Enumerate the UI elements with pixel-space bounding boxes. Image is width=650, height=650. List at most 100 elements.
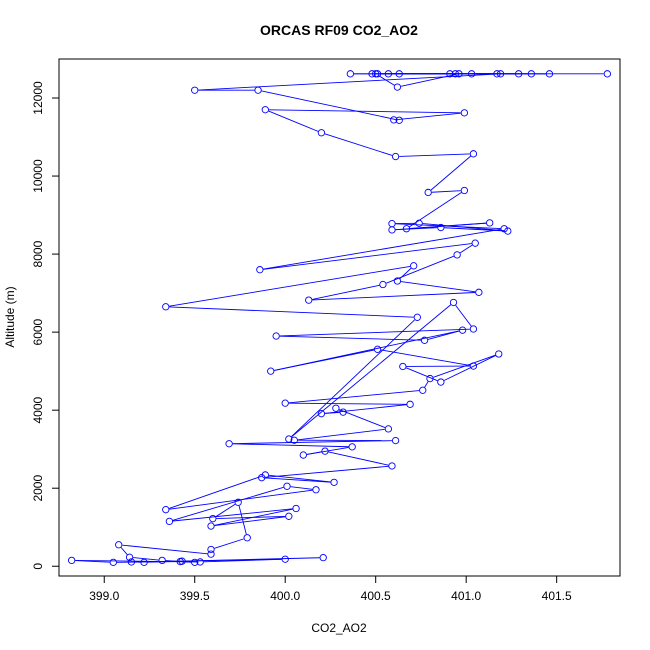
series-line-segment [265, 477, 331, 483]
series-line-segment [268, 110, 319, 132]
data-point [373, 345, 382, 353]
data-point [460, 186, 469, 195]
data-point [420, 336, 429, 344]
series-line-segment [279, 335, 421, 341]
data-point [207, 550, 215, 558]
series-line-segment [232, 443, 349, 448]
data-point [162, 506, 170, 514]
series-lines [75, 73, 604, 563]
data-point [493, 70, 501, 78]
series-line-segment [288, 390, 420, 404]
data-point [504, 227, 512, 235]
series-line-segment [214, 516, 286, 527]
series-line-segment [172, 486, 284, 521]
series-line-segment [328, 451, 389, 466]
data-point [261, 106, 269, 114]
series-line-segment [169, 306, 414, 318]
data-point [254, 86, 262, 94]
chart-title: ORCAS RF09 CO2_AO2 [260, 22, 418, 38]
series-line-segment [312, 292, 476, 301]
series-line-segment [455, 305, 472, 327]
data-point [299, 451, 307, 459]
data-point [391, 152, 400, 161]
series-line-segment [306, 451, 322, 455]
data-point [317, 410, 326, 418]
data-point [225, 440, 233, 448]
series-line-segment [288, 402, 407, 405]
data-point [471, 239, 479, 247]
data-point [384, 425, 393, 433]
series-points [68, 70, 611, 566]
data-point [339, 408, 347, 416]
series-line-segment [399, 267, 412, 279]
series-line-segment [263, 243, 472, 270]
data-point [469, 362, 478, 370]
y-tick-label: 10000 [31, 159, 45, 193]
data-point [469, 325, 478, 333]
data-point [449, 298, 458, 307]
y-tick-label: 0 [31, 563, 45, 570]
series-line-segment [397, 112, 461, 120]
data-point [437, 378, 445, 386]
series-line-segment [431, 190, 461, 193]
series-line-segment [378, 75, 395, 86]
data-point [140, 558, 148, 566]
x-axis: 399.0 399.5 400.0 400.5 401.0 401.5 [89, 575, 572, 603]
series-line-segment [279, 328, 470, 337]
data-point [388, 226, 396, 234]
y-tick-label: 8000 [31, 240, 45, 267]
data-point [399, 362, 407, 371]
series-line-segment [427, 330, 460, 340]
data-point [256, 266, 264, 274]
series-line-segment [232, 440, 393, 445]
series-line-segment [312, 284, 380, 300]
y-tick-label: 12000 [31, 81, 45, 115]
data-point [373, 70, 382, 78]
series-line-segment [297, 428, 385, 441]
data-point [515, 70, 523, 78]
data-point [406, 400, 414, 408]
data-point [453, 251, 461, 259]
data-point [455, 70, 463, 78]
data-point [486, 219, 494, 227]
x-tick-label: 401.5 [542, 589, 572, 603]
series-line-segment [291, 304, 452, 438]
y-tick-label: 4000 [31, 396, 45, 423]
series-line-segment [215, 503, 236, 518]
data-point [469, 150, 478, 158]
series-line-segment [185, 557, 320, 562]
data-point [475, 288, 483, 296]
data-point [68, 556, 76, 565]
series-line-segment [324, 404, 407, 414]
series-line-segment [400, 281, 476, 293]
data-point [527, 70, 535, 78]
data-point [281, 555, 289, 563]
series-line-segment [169, 475, 263, 509]
data-point [191, 558, 199, 566]
series-line-segment [430, 155, 471, 191]
y-tick-label: 6000 [31, 318, 45, 345]
series-line-segment [424, 381, 429, 388]
data-point [243, 534, 251, 542]
data-point [446, 70, 454, 78]
series-line-segment [261, 90, 396, 120]
data-point [393, 83, 402, 91]
data-point [321, 447, 329, 455]
data-point [305, 296, 313, 304]
series-line-segment [324, 411, 340, 414]
data-point [285, 512, 293, 520]
series-line-segment [339, 409, 386, 428]
x-tick-label: 401.0 [451, 589, 481, 603]
data-point [603, 70, 611, 78]
data-point [348, 443, 356, 451]
data-point [109, 558, 117, 566]
series-line-segment [386, 255, 454, 284]
data-point [281, 399, 289, 407]
data-point [388, 462, 396, 470]
data-point [393, 277, 402, 285]
data-point [460, 109, 469, 117]
data-point [545, 70, 554, 78]
series-line-segment [459, 244, 473, 254]
series-line-segment [399, 153, 470, 157]
data-point [368, 70, 376, 78]
